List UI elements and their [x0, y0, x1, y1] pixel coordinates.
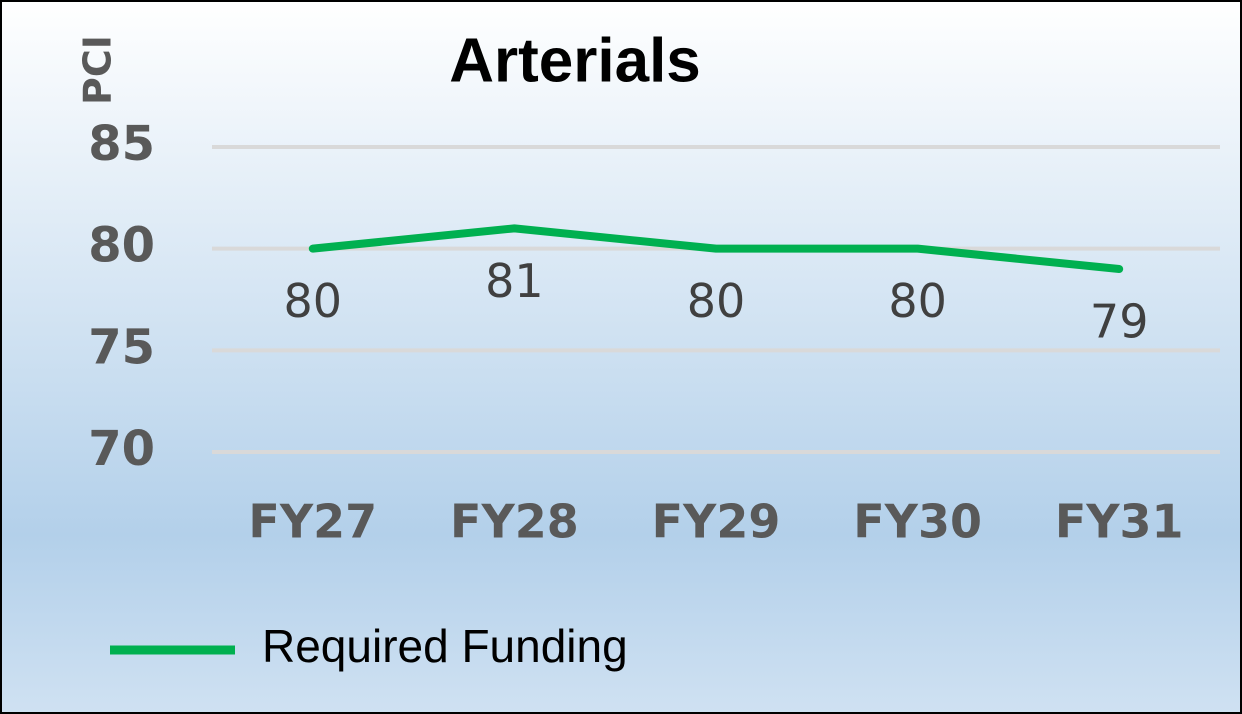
- data-label: 80: [687, 274, 746, 328]
- chart-title: Arterials: [449, 26, 701, 95]
- y-tick-label: 75: [88, 319, 155, 375]
- y-tick-label: 85: [88, 116, 155, 172]
- legend-label: Required Funding: [262, 620, 628, 672]
- y-tick-label: 70: [88, 421, 155, 477]
- data-label: 80: [284, 274, 343, 328]
- x-tick-label: FY28: [450, 495, 579, 549]
- y-tick-label: 80: [88, 218, 155, 274]
- x-tick-label: FY30: [853, 495, 982, 549]
- x-tick-label: FY27: [248, 495, 377, 549]
- data-label: 80: [888, 274, 947, 328]
- x-tick-label: FY29: [652, 495, 781, 549]
- y-axis-label: PCI: [76, 35, 120, 105]
- data-label: 81: [485, 254, 544, 308]
- line: [308, 224, 1124, 273]
- data-label: 79: [1090, 295, 1149, 349]
- x-tick-label: FY31: [1055, 495, 1184, 549]
